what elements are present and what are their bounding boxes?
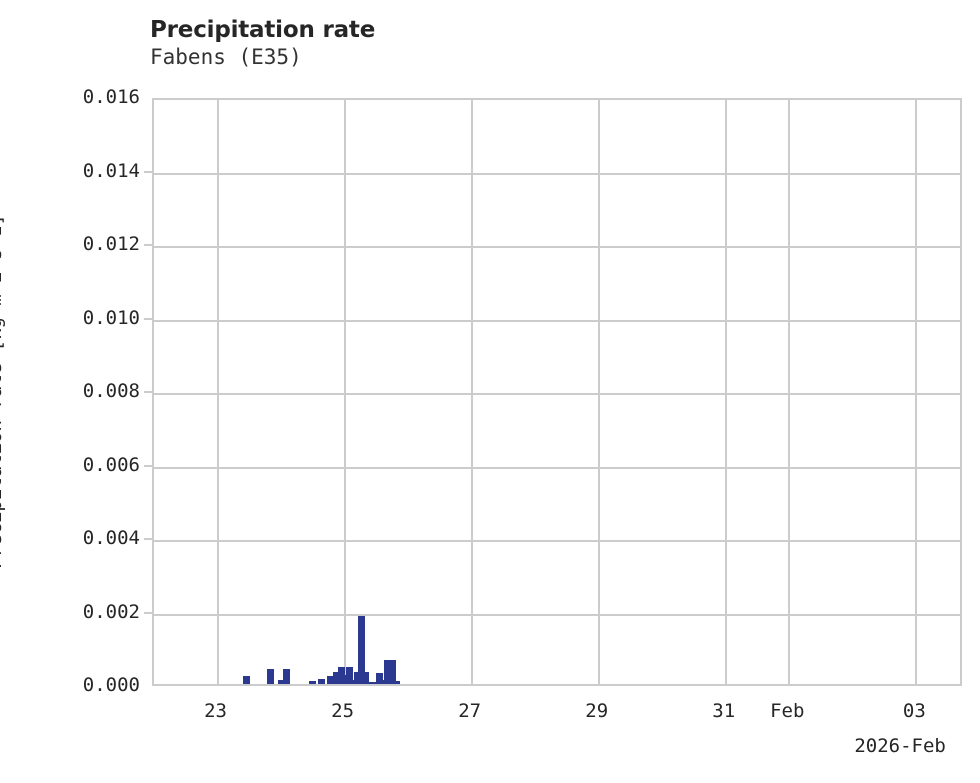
x-tick-label: 29 [585, 700, 609, 722]
gridline-vertical [343, 100, 346, 684]
x-tick-label: 25 [331, 700, 355, 722]
gridline-horizontal [154, 540, 960, 542]
y-tick-label: 0.004 [82, 527, 140, 549]
y-tick-mark [144, 170, 152, 173]
chart-subtitle: Fabens (E35) [150, 45, 302, 69]
y-axis-label-text: Precipitation rate [kg m-2 s-1] [0, 214, 6, 569]
bar [376, 672, 384, 684]
y-tick-mark [144, 317, 152, 320]
bar [366, 682, 374, 684]
bar [327, 675, 335, 684]
bar [388, 660, 396, 684]
bar [357, 616, 365, 684]
title-block: Precipitation rate Fabens (E35) [150, 16, 850, 71]
gridline-horizontal [154, 246, 960, 248]
plot-area [152, 98, 962, 686]
gridline-vertical [915, 100, 918, 684]
bar [317, 678, 325, 684]
bar [379, 679, 387, 684]
y-tick-label: 0.014 [82, 159, 140, 182]
y-tick-mark [144, 244, 152, 246]
x-tick-label: Feb [770, 700, 805, 722]
bar [362, 672, 370, 684]
bar [370, 682, 378, 684]
y-tick-mark [144, 464, 152, 467]
gridline-horizontal [154, 319, 960, 322]
y-tick-label: 0.002 [82, 600, 140, 623]
gridline-horizontal [154, 613, 960, 616]
bar [333, 671, 341, 684]
bar [282, 669, 290, 684]
bar [337, 667, 345, 684]
x-tick-label: 03 [902, 700, 926, 722]
y-tick-mark [144, 391, 152, 393]
page-title: Precipitation rate [150, 17, 376, 43]
bar [242, 675, 250, 684]
gridline-vertical [470, 100, 473, 684]
y-tick-mark [144, 611, 152, 614]
bar [353, 671, 361, 684]
bar [309, 681, 317, 684]
bar [266, 668, 274, 684]
gridline-vertical [788, 100, 791, 684]
bar [277, 679, 285, 684]
x-tick-label: 31 [712, 700, 736, 722]
x-axis-caption: 2026-Feb [854, 735, 946, 757]
y-tick-label: 0.000 [82, 674, 140, 696]
x-tick-label: 27 [458, 700, 482, 722]
y-tick-label: 0.010 [82, 306, 140, 329]
y-tick-mark [144, 538, 152, 540]
bar [349, 679, 357, 684]
y-tick-label: 0.008 [82, 380, 140, 402]
gridline-horizontal [154, 466, 960, 469]
gridline-horizontal [154, 393, 960, 395]
x-tick-label: 23 [204, 700, 227, 722]
y-axis-label: Precipitation rate [kg m-2 s-1] [0, 0, 30, 783]
y-tick-label: 0.006 [82, 453, 140, 476]
gridline-vertical [597, 100, 600, 684]
gridline-horizontal [154, 172, 960, 175]
y-tick-label: 0.012 [82, 233, 140, 255]
y-tick-label: 0.016 [82, 86, 140, 108]
gridline-vertical [216, 100, 219, 684]
bar [384, 660, 392, 684]
bar [346, 667, 354, 684]
gridline-vertical [724, 100, 727, 684]
plot-inner [154, 100, 960, 684]
bar [393, 681, 401, 684]
